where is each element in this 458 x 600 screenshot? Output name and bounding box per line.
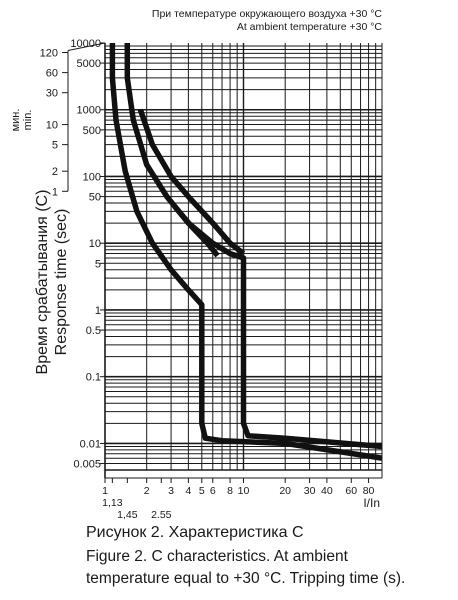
caption-line-1: Рисунок 2. Характеристика С [86, 524, 304, 541]
x-tick-label: 1,45 [117, 509, 138, 521]
x-tick-label: 2 [144, 485, 150, 497]
x-tick-label: 10 [238, 485, 250, 497]
x-tick-label: 80 [363, 485, 375, 497]
y-tick-label: 100 [83, 171, 101, 183]
x-tick-label: 1,13 [102, 497, 123, 509]
y-tick-label: 500 [83, 125, 101, 137]
y-tick-label: 10 [89, 238, 101, 250]
x-tick-label: 20 [279, 485, 291, 497]
caption-line-2: Figure 2. C characteristics. At ambient [86, 548, 348, 565]
y-tick-label: 50 [89, 192, 101, 204]
minute-tick-label: 1 [52, 186, 58, 198]
minutes-axis-label: мин. min. [10, 108, 34, 132]
minute-tick-label: 5 [52, 140, 58, 152]
caption-line-3: temperature equal to +30 °C. Tripping ti… [86, 570, 406, 587]
chart-curves [109, 43, 383, 461]
x-tick-label: 60 [345, 485, 357, 497]
minute-tick-label: 10 [46, 120, 58, 132]
header-line-en: At ambient temperature +30 °C [236, 21, 382, 33]
y-axis-label: Время срабатывания (С) Response time (se… [34, 189, 70, 375]
chart-ticks: 12060301052110000500010005001005010510.5… [40, 38, 380, 521]
y-tick-label: 1 [95, 305, 101, 317]
x-axis-label: I/In [363, 496, 380, 510]
y-tick-label: 0.5 [86, 325, 101, 337]
y-tick-label: 0.01 [80, 438, 101, 450]
minutes-link-line [67, 42, 106, 52]
minute-tick-label: 120 [40, 48, 58, 60]
x-tick-label: 8 [227, 485, 233, 497]
x-tick-label: 2.55 [151, 509, 172, 521]
y-tick-label: 10000 [70, 38, 101, 50]
x-tick-label: 4 [185, 485, 191, 497]
header-line-ru: При температуре окружающего воздуха +30 … [151, 8, 382, 20]
curve-line [137, 108, 246, 256]
minute-tick-label: 2 [52, 166, 58, 178]
x-tick-label: 6 [210, 485, 216, 497]
y-tick-label: 1000 [77, 105, 101, 117]
x-tick-label: 5 [199, 485, 205, 497]
y-tick-label: 5 [95, 258, 101, 270]
curve-line [109, 43, 383, 461]
x-tick-label: 1 [102, 485, 108, 497]
minute-tick-label: 30 [46, 88, 58, 100]
curve-line [124, 43, 383, 450]
curve-line [172, 205, 220, 258]
x-tick-label: 3 [168, 485, 174, 497]
y-tick-label: 0.005 [73, 459, 101, 471]
y-tick-label: 5000 [77, 58, 101, 70]
x-tick-label: 40 [321, 485, 333, 497]
minute-tick-label: 60 [46, 68, 58, 80]
x-tick-label: 30 [304, 485, 316, 497]
y-tick-label: 0.1 [86, 372, 101, 384]
